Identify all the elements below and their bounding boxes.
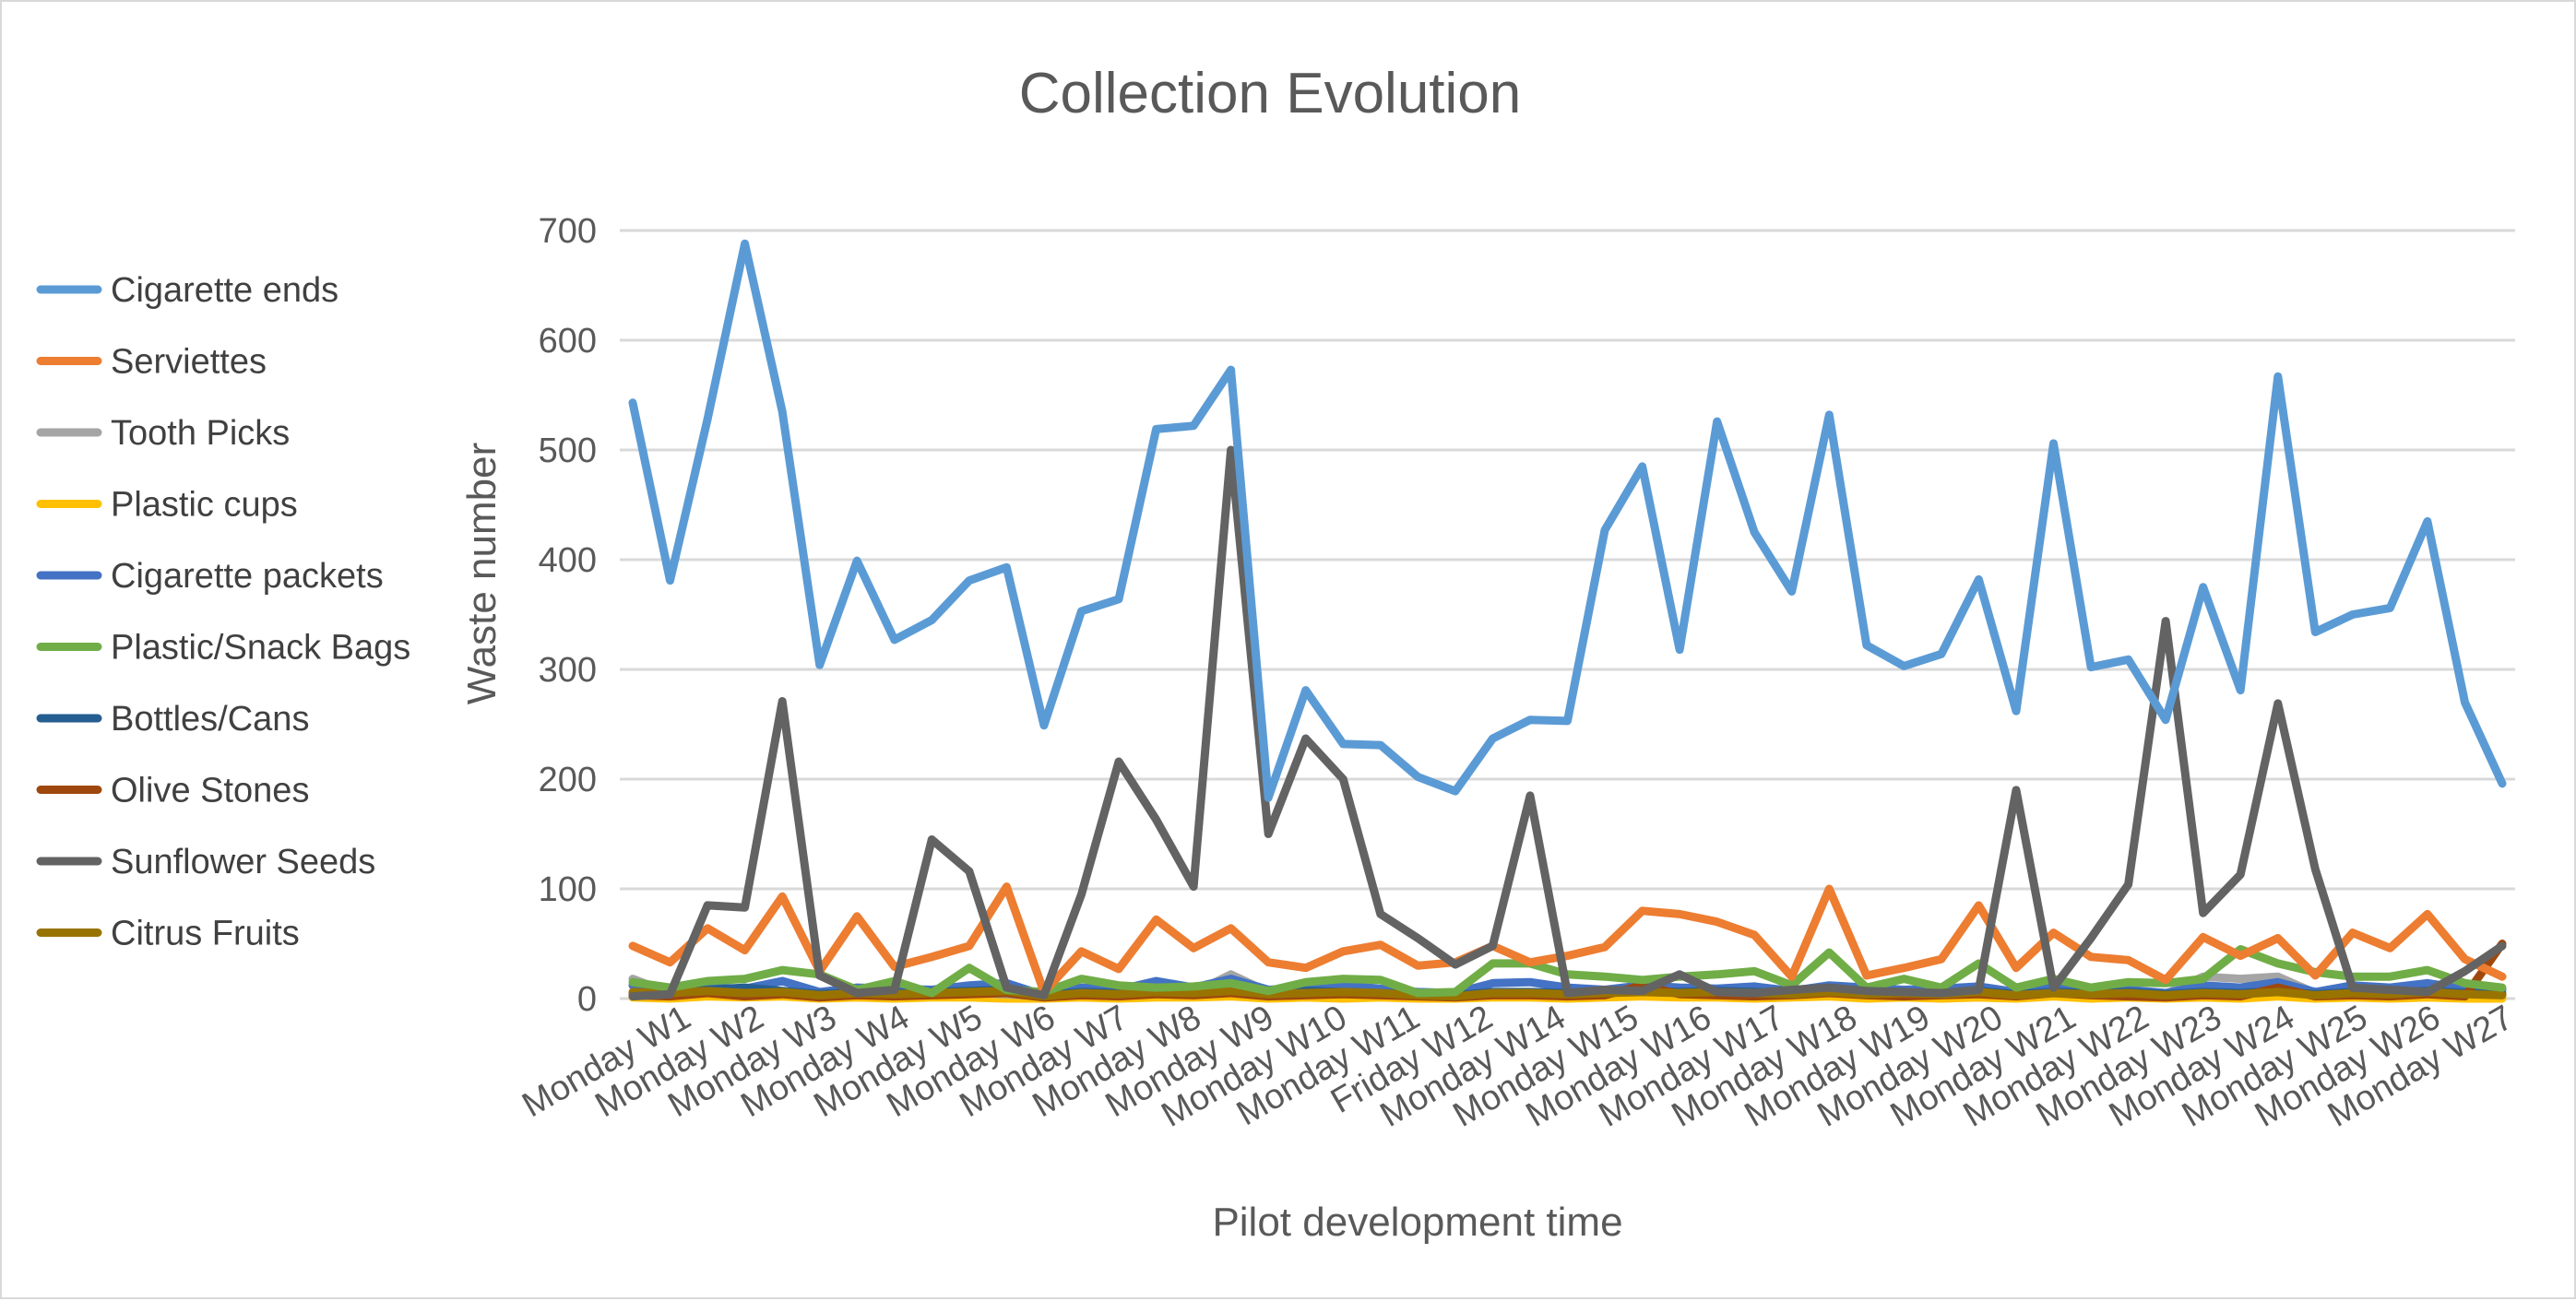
legend-item: Cigarette packets [36,557,384,596]
y-tick-label: 700 [539,212,597,251]
x-axis-title: Pilot development time [1212,1200,1622,1245]
y-tick-label: 200 [539,761,597,799]
legend-item: Plastic cups [36,486,298,525]
series-line-cigarette-ends [628,239,2507,802]
legend-label: Cigarette packets [111,557,384,596]
y-axis-ticks: 0 100 200 300 400 500 600 700 [539,212,597,1019]
legend-label: Bottles/Cans [111,700,309,739]
legend: Cigarette ends Serviettes Tooth Picks Plast… [36,271,410,953]
chart-title: Collection Evolution [1019,62,1522,125]
legend-item: Serviettes [36,343,267,382]
legend-item: Olive Stones [36,772,309,810]
series-lines [628,239,2507,1003]
series-line-sunflower-seeds [628,445,2507,1001]
legend-label: Citrus Fruits [111,915,300,953]
legend-label: Plastic/Snack Bags [111,629,410,668]
legend-item: Bottles/Cans [36,700,309,739]
legend-label: Olive Stones [111,772,309,810]
legend-item: Cigarette ends [36,271,338,310]
y-tick-label: 500 [539,432,597,470]
gridlines [620,229,2515,1000]
y-tick-label: 300 [539,651,597,690]
legend-label: Tooth Picks [111,414,290,453]
series-line-serviettes [628,882,2507,997]
y-tick-label: 600 [539,322,597,361]
y-tick-label: 100 [539,870,597,909]
legend-label: Serviettes [111,343,267,382]
legend-label: Plastic cups [111,486,298,525]
y-tick-label: 0 [577,980,597,1019]
y-tick-label: 400 [539,541,597,580]
legend-label: Cigarette ends [111,271,338,310]
legend-item: Citrus Fruits [36,915,300,953]
legend-item: Tooth Picks [36,414,290,453]
legend-item: Sunflower Seeds [36,843,375,881]
y-axis-title: Waste number [459,443,505,704]
legend-label: Sunflower Seeds [111,843,375,881]
legend-item: Plastic/Snack Bags [36,629,410,668]
